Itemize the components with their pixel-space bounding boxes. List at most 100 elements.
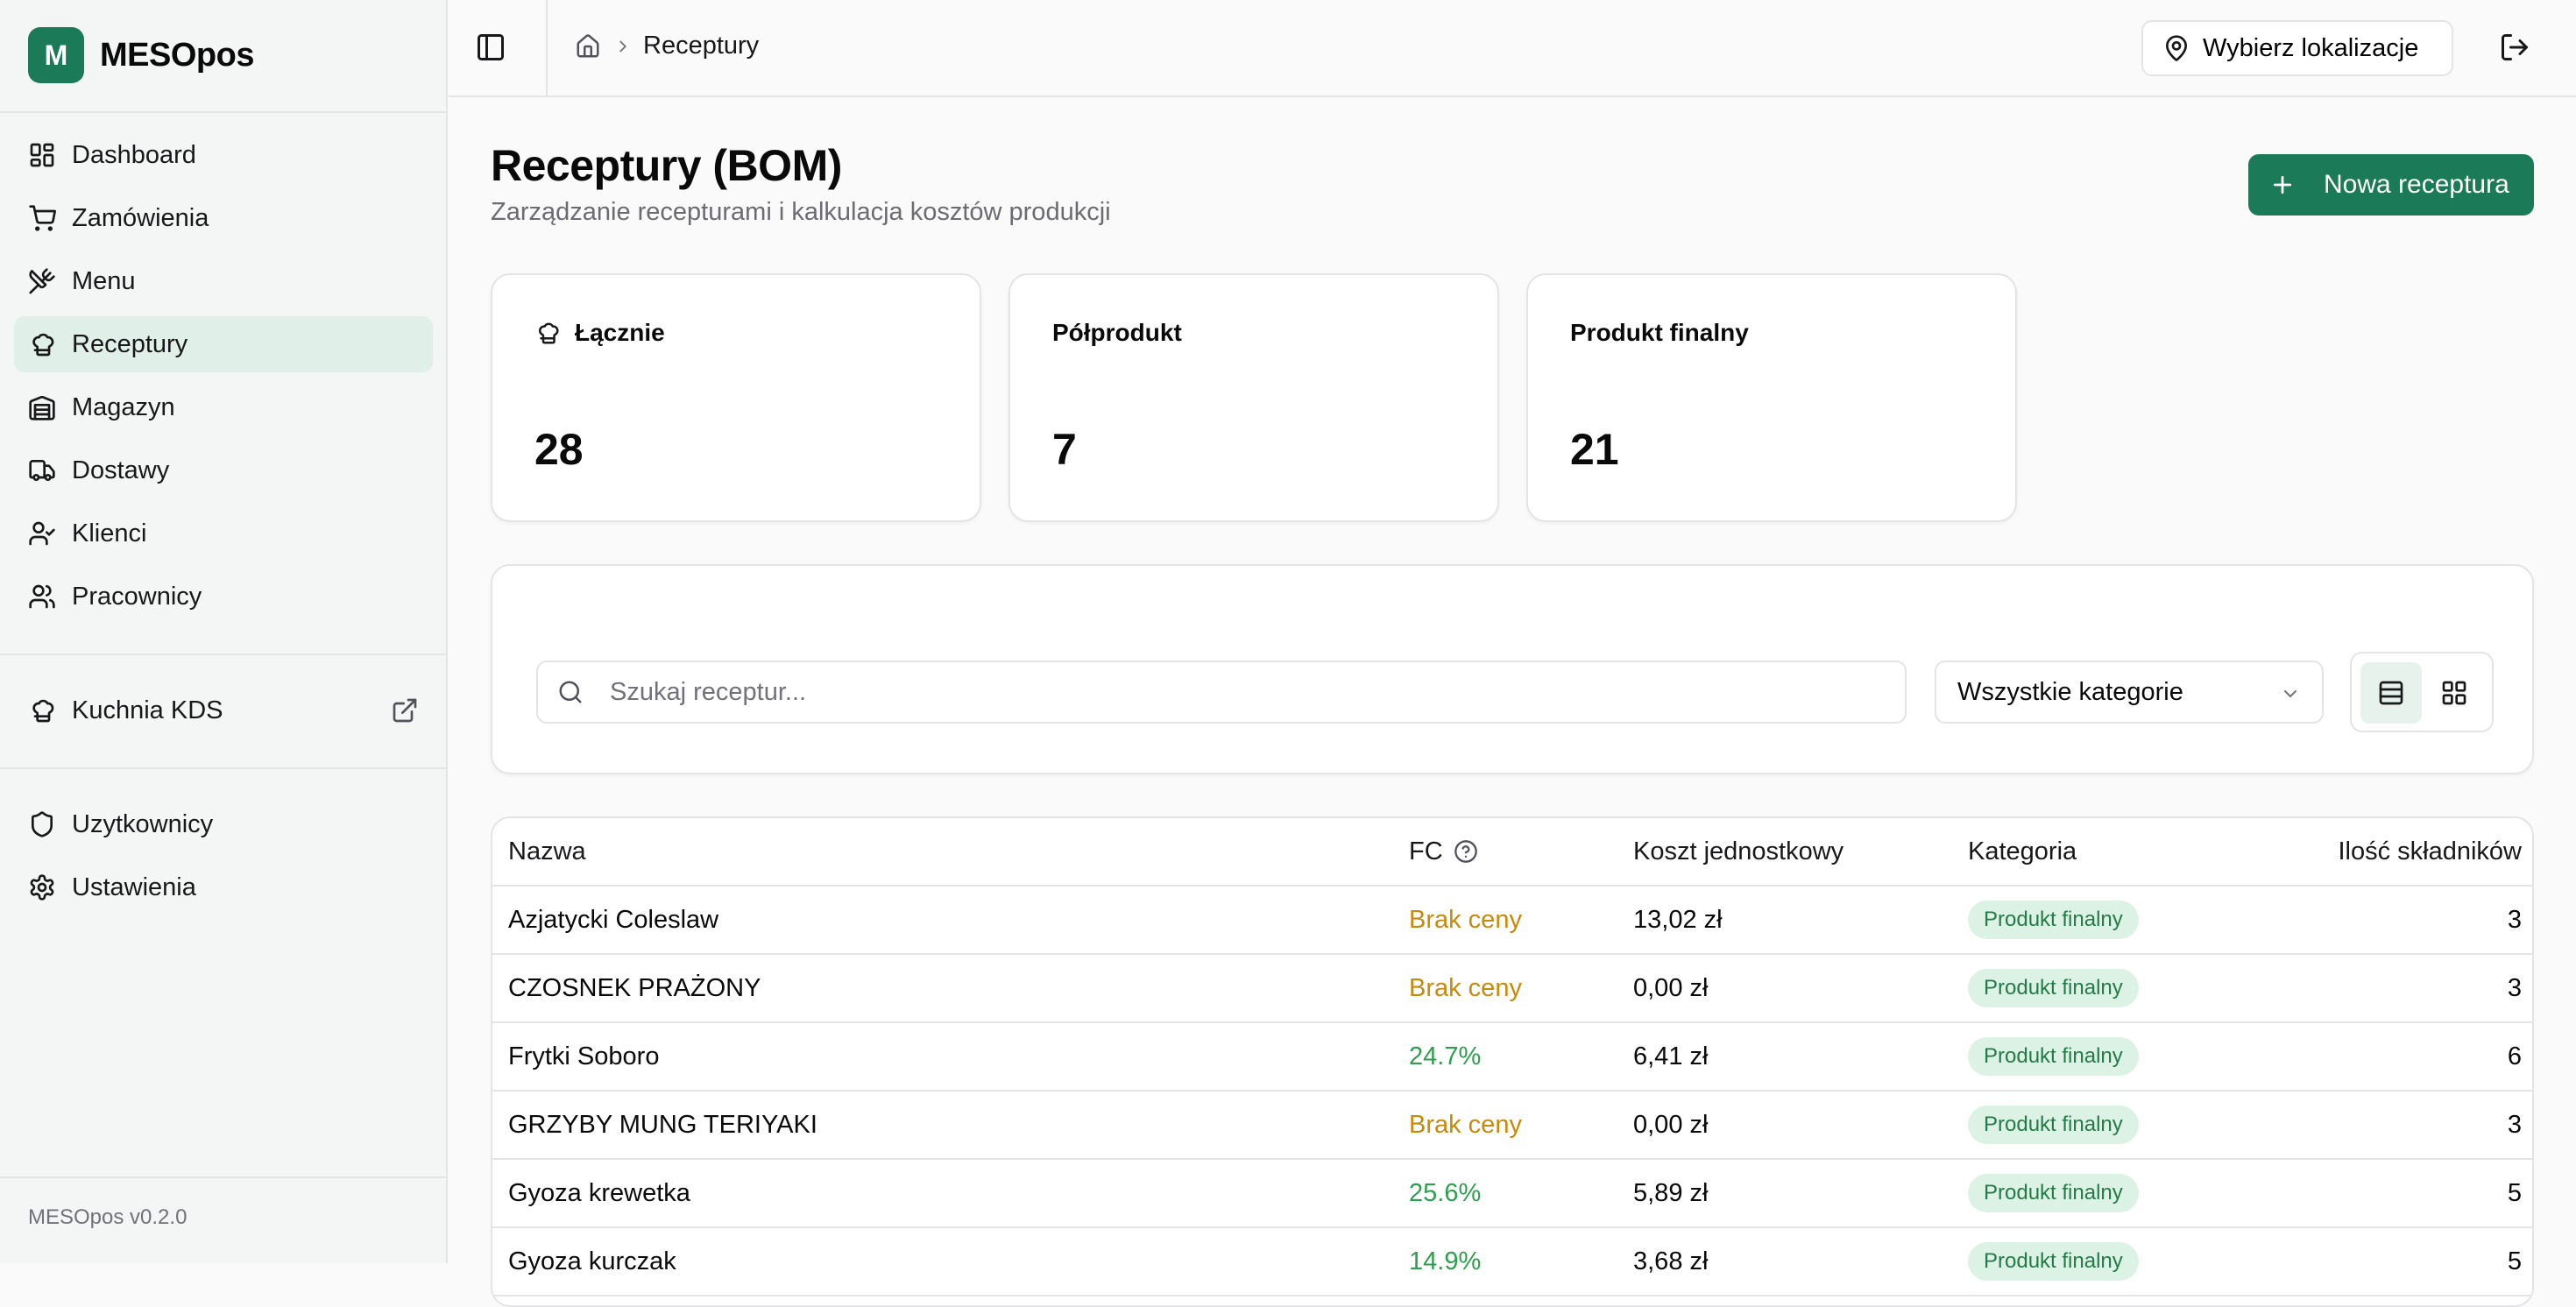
user-check-icon [29, 521, 55, 546]
sidebar-item-zamowienia[interactable]: Zamówienia [14, 190, 433, 246]
cell-fc: Brak ceny [1409, 1110, 1522, 1139]
logout-icon[interactable] [2499, 32, 2530, 63]
table-row[interactable]: Gyoza kurczak 14.9% 3,68 zł Produkt fina… [492, 1228, 2532, 1296]
new-recipe-button[interactable]: Nowa receptura [2248, 154, 2534, 215]
cell-ingredients: 3 [2507, 1110, 2522, 1139]
sidebar-item-label: Receptury [72, 329, 188, 358]
sidebar-item-kuchnia-kds[interactable]: Kuchnia KDS [14, 682, 433, 738]
location-select-button[interactable]: Wybierz lokalizacje [2141, 20, 2453, 76]
app-version: MESOpos v0.2.0 [28, 1205, 188, 1229]
sidebar-item-label: Dashboard [72, 140, 196, 169]
cell-category: Produkt finalny [1968, 955, 2139, 1021]
category-badge: Produkt finalny [1968, 969, 2139, 1007]
shield-icon [32, 811, 53, 837]
table-row[interactable]: GRZYBY MUNG TERIYAKI Brak ceny 0,00 zł P… [492, 1092, 2532, 1160]
cell-cost: 3,68 zł [1633, 1247, 1709, 1275]
stat-card-polprodukt: Półprodukt 7 [1008, 273, 1499, 522]
cell-category: Produkt finalny [1968, 1092, 2139, 1158]
category-badge: Produkt finalny [1968, 1037, 2139, 1076]
help-circle-icon[interactable] [1454, 839, 1478, 864]
table-row[interactable]: Frytki Soboro 24.7% 6,41 zł Produkt fina… [492, 1023, 2532, 1092]
cell-name: Frytki Soboro [508, 1042, 660, 1070]
table-row[interactable]: Azjatycki Coleslaw Brak ceny 13,02 zł Pr… [492, 887, 2532, 955]
sidebar-item-magazyn[interactable]: Magazyn [14, 379, 433, 435]
breadcrumb-current: Receptury [643, 32, 760, 60]
stat-card-produkt-finalny: Produkt finalny 21 [1526, 273, 2017, 522]
gear-icon [30, 874, 54, 901]
sidebar-item-label: Magazyn [72, 392, 175, 421]
map-pin-icon [2166, 35, 2187, 61]
sidebar-item-menu[interactable]: Menu [14, 253, 433, 309]
grid-view-icon [2442, 681, 2466, 705]
table-row[interactable]: CZOSNEK PRAŻONY Brak ceny 0,00 zł Produk… [492, 955, 2532, 1023]
sidebar-item-receptury[interactable]: Receptury [14, 316, 433, 372]
table-header: Nazwa FC Koszt jednostkowy Kategoria Ilo… [492, 818, 2532, 887]
search-input[interactable] [608, 676, 1835, 708]
grid-icon [30, 143, 54, 167]
cell-fc: 14.9% [1409, 1247, 1482, 1275]
home-icon[interactable] [575, 33, 601, 60]
cell-fc: Brak ceny [1409, 973, 1522, 1002]
category-badge: Produkt finalny [1968, 901, 2139, 939]
search-box [536, 661, 1907, 724]
sidebar-item-label: Menu [72, 266, 136, 295]
table-view-button[interactable] [2360, 662, 2422, 724]
stat-value: 7 [1052, 425, 1077, 474]
topbar: Receptury Wybierz lokalizacje [449, 0, 2576, 97]
cell-ingredients: 5 [2507, 1247, 2522, 1275]
col-header-fc[interactable]: FC [1409, 818, 1478, 885]
page-title: Receptury (BOM) [491, 141, 842, 190]
table-row[interactable]: Gyoza krewetka 25.6% 5,89 zł Produkt fin… [492, 1160, 2532, 1228]
stat-label-text: Łącznie [575, 319, 665, 346]
cell-fc: Brak ceny [1409, 905, 1522, 934]
col-header-category[interactable]: Kategoria [1968, 837, 2077, 865]
search-icon [559, 681, 582, 703]
filters-card: Wszystkie kategorie [491, 564, 2534, 774]
category-badge: Produkt finalny [1968, 1106, 2139, 1144]
cell-name: CZOSNEK PRAŻONY [508, 973, 761, 1002]
view-toggle [2350, 652, 2494, 732]
chevron-right-icon [619, 40, 626, 53]
sidebar-item-ustawienia[interactable]: Ustawienia [14, 859, 433, 915]
chef-hat-icon [32, 699, 54, 723]
sidebar-item-dashboard[interactable]: Dashboard [14, 127, 433, 183]
sidebar-item-label: Klienci [72, 519, 147, 548]
stat-value: 21 [1570, 425, 1619, 474]
location-button-label: Wybierz lokalizacje [2203, 33, 2419, 62]
stat-label-text: Półprodukt [1052, 319, 1182, 346]
cell-cost: 0,00 zł [1633, 1110, 1709, 1139]
cell-name: Gyoza krewetka [508, 1178, 690, 1207]
truck-icon [29, 460, 55, 481]
cell-ingredients: 6 [2507, 1042, 2522, 1070]
external-link-icon [393, 698, 417, 723]
cell-category: Produkt finalny [1968, 1023, 2139, 1090]
cell-cost: 13,02 zł [1633, 905, 1723, 934]
brand[interactable]: M MESOpos [28, 27, 254, 83]
warehouse-icon [29, 395, 55, 420]
sidebar-item-uzytkownicy[interactable]: Uzytkownicy [14, 796, 433, 852]
chevron-down-icon [2284, 690, 2296, 697]
category-select-value: Wszystkie kategorie [1957, 677, 2183, 706]
page-subtitle: Zarządzanie recepturami i kalkulacja kos… [491, 198, 1111, 226]
cell-fc: 24.7% [1409, 1042, 1482, 1070]
stat-card-total: Łącznie 28 [491, 273, 981, 522]
cart-icon [29, 205, 56, 231]
grid-view-button[interactable] [2424, 662, 2485, 724]
stat-label-text: Produkt finalny [1570, 319, 1749, 346]
sidebar-divider [0, 654, 448, 655]
cell-name: Gyoza kurczak [508, 1247, 676, 1275]
sidebar-item-pracownicy[interactable]: Pracownicy [14, 569, 433, 625]
col-header-ingredients[interactable]: Ilość składników [2338, 837, 2522, 865]
sidebar-divider [0, 111, 448, 113]
stat-label: Produkt finalny [1570, 319, 1749, 347]
col-header-name[interactable]: Nazwa [508, 837, 586, 865]
category-select[interactable]: Wszystkie kategorie [1935, 661, 2324, 724]
cell-cost: 6,41 zł [1633, 1042, 1709, 1070]
sidebar-toggle-icon[interactable] [475, 32, 506, 63]
stat-value: 28 [534, 425, 584, 474]
col-header-cost[interactable]: Koszt jednostkowy [1633, 837, 1844, 865]
sidebar-item-dostawy[interactable]: Dostawy [14, 442, 433, 498]
sidebar-item-label: Ustawienia [72, 873, 196, 901]
cell-name: GRZYBY MUNG TERIYAKI [508, 1110, 817, 1139]
sidebar-item-klienci[interactable]: Klienci [14, 505, 433, 562]
